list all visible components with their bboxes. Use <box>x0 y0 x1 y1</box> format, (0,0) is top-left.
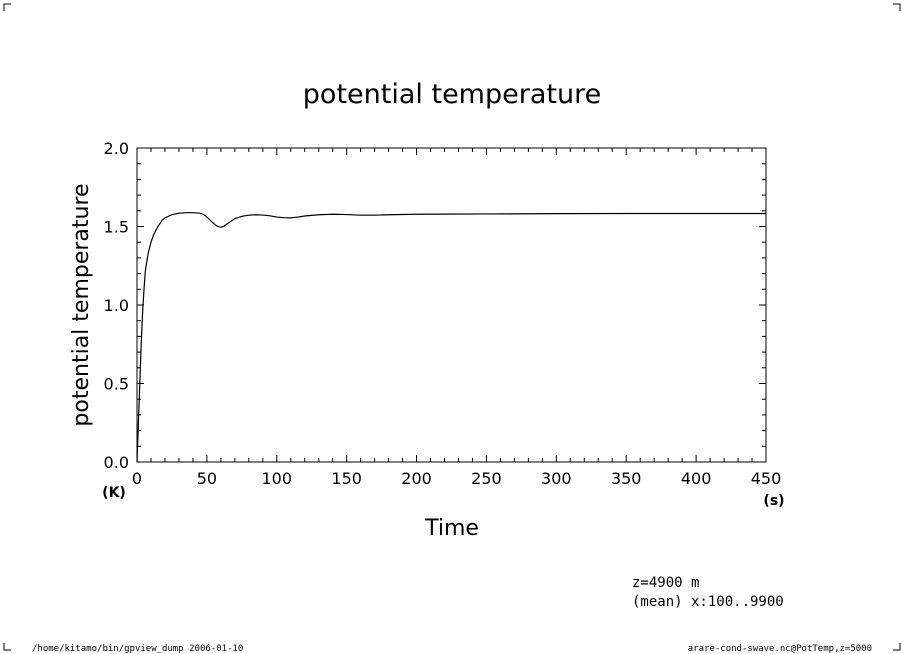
y-tick-label: 0.5 <box>104 375 129 394</box>
x-tick-label: 100 <box>262 469 293 488</box>
x-tick-label: 350 <box>611 469 642 488</box>
corner-mark-top-left <box>3 3 11 11</box>
annotation-level: z=4900 m <box>632 575 699 591</box>
x-tick-label: 400 <box>681 469 712 488</box>
x-tick-label: 450 <box>751 469 782 488</box>
y-tick-labels: 0.0 0.5 1.0 1.5 2.0 <box>104 139 129 472</box>
y-tick-label: 1.5 <box>104 218 129 237</box>
y-tick-label: 2.0 <box>104 139 129 158</box>
x-tick-label: 250 <box>471 469 502 488</box>
x-tick-label: 300 <box>541 469 572 488</box>
x-tick-labels: 0 50 100 150 200 250 300 350 400 450 <box>132 469 781 488</box>
axis-ticks <box>136 147 767 463</box>
footer-right: arare-cond-swave.nc@PotTemp,z=5000 <box>688 644 872 654</box>
corner-marks <box>3 3 901 651</box>
x-axis-title: Time <box>424 516 479 541</box>
corner-mark-bottom-right <box>893 643 901 651</box>
annotation-mean: (mean) x:100..9900 <box>632 594 784 610</box>
x-tick-label: 150 <box>331 469 362 488</box>
series-line <box>136 212 766 463</box>
x-tick-label: 50 <box>197 469 217 488</box>
y-axis-title: potential temperature <box>69 183 94 426</box>
footer-left: /home/kitamo/bin/gpview_dump 2006-01-10 <box>32 644 243 654</box>
corner-mark-bottom-left <box>3 643 11 651</box>
x-tick-label: 0 <box>132 469 142 488</box>
chart-title: potential temperature <box>303 79 601 110</box>
y-unit-label: (K) <box>102 485 126 501</box>
y-tick-label: 0.0 <box>104 453 129 472</box>
plot-frame <box>136 147 767 463</box>
corner-mark-top-right <box>893 3 901 11</box>
x-tick-label: 200 <box>401 469 432 488</box>
y-tick-label: 1.0 <box>104 296 129 315</box>
x-unit-label: (s) <box>763 493 784 509</box>
